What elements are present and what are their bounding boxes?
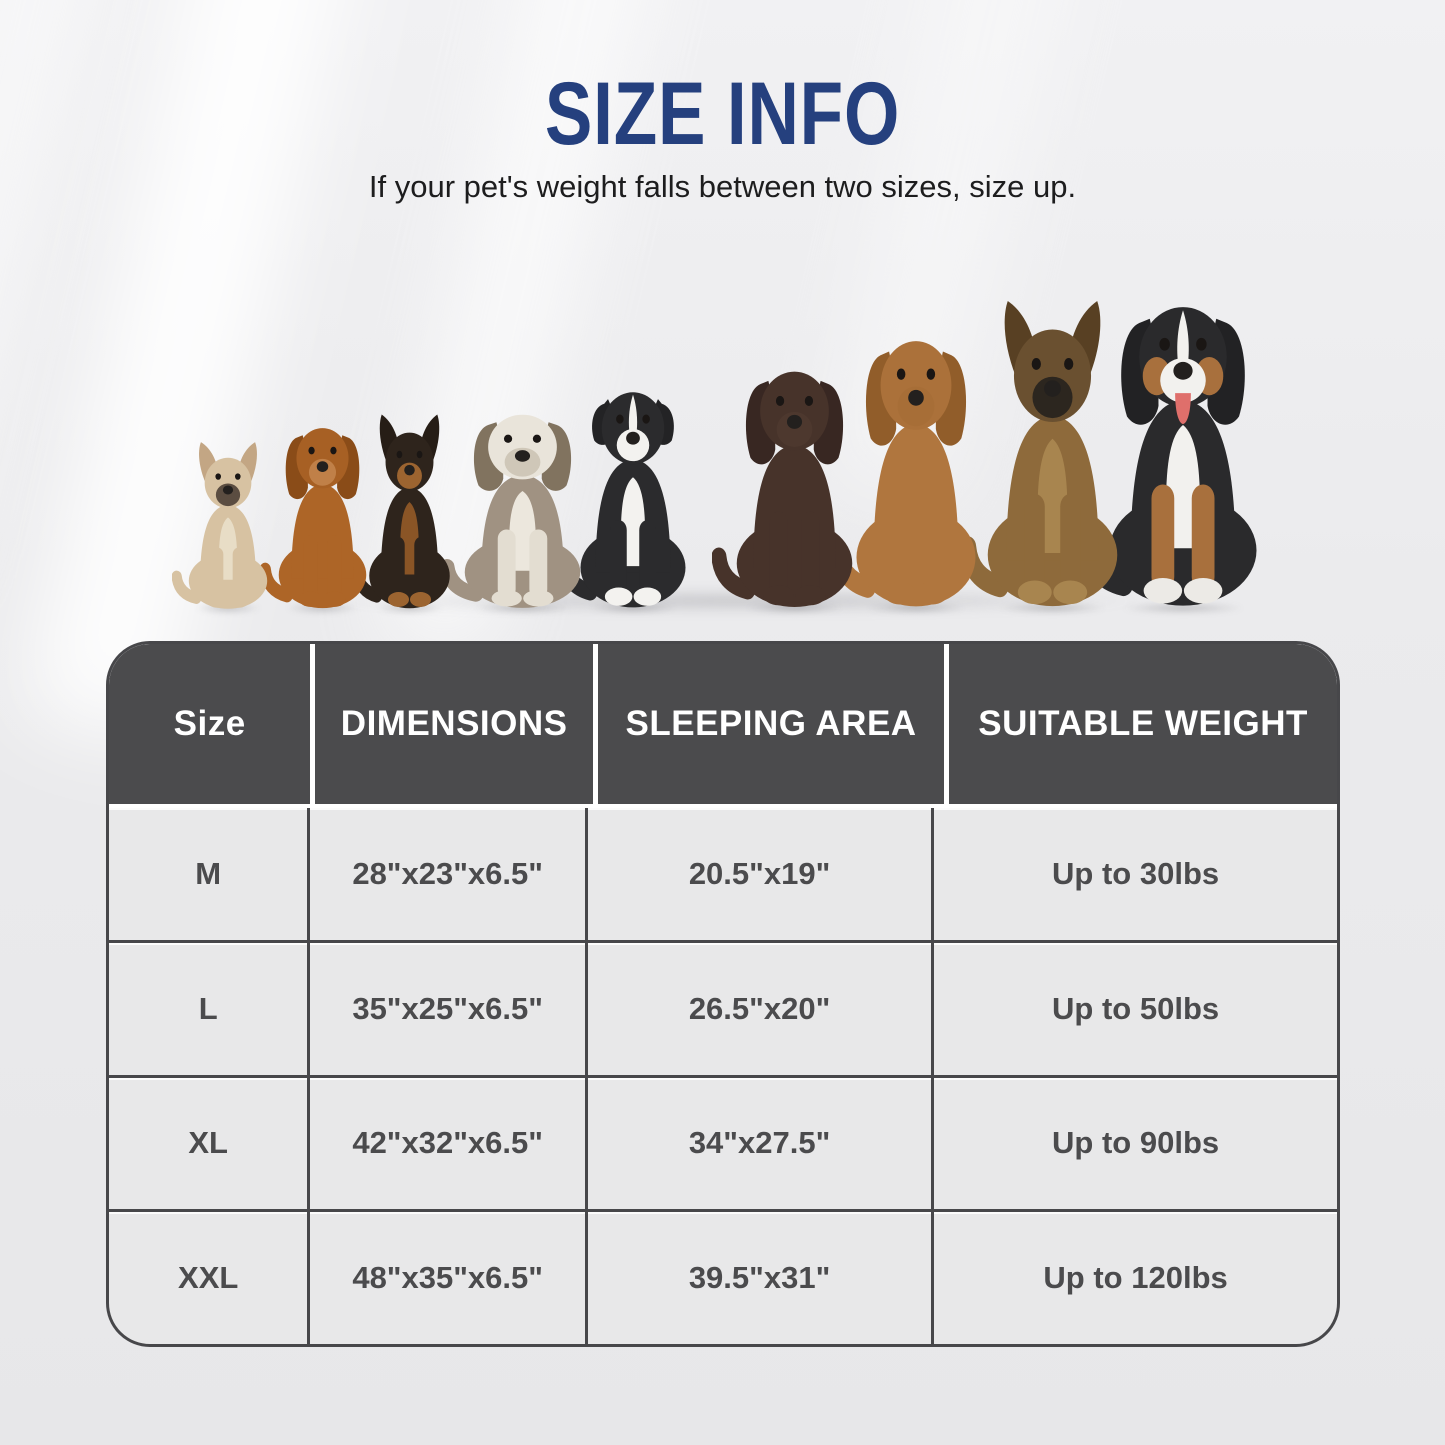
suitable-weight-cell: Up to 30lbs <box>1052 855 1220 891</box>
sleeping-area-cell: 20.5"x19" <box>588 808 935 940</box>
dog-shadow <box>361 600 458 616</box>
sleeping-area-cell: 26.5"x20" <box>588 942 935 1075</box>
dog-english-bulldog <box>440 392 605 616</box>
table-header: Size DIMENSIONS SLEEPING AREA SUITABLE W… <box>109 644 1337 808</box>
dog-cavalier-king-charles-spaniel <box>260 407 385 616</box>
dog-shadow <box>180 600 276 616</box>
dog-german-shepherd <box>960 297 1145 616</box>
dog-shadow <box>725 600 864 616</box>
suitable-weight-cell: Up to 120lbs <box>1043 1260 1228 1296</box>
dog-french-bulldog <box>172 440 284 616</box>
dog-chocolate-labrador <box>712 344 877 616</box>
table-row: L 35"x25"x6.5" 26.5"x20" Up to 50lbs <box>109 939 1337 1075</box>
dimensions-cell: 35"x25"x6.5" <box>310 942 588 1075</box>
header-cell-dimensions: DIMENSIONS <box>315 644 593 804</box>
dog-shadow <box>974 600 1131 616</box>
header-cell-size: Size <box>109 644 311 804</box>
size-table: Size DIMENSIONS SLEEPING AREA SUITABLE W… <box>106 641 1340 1347</box>
header-cell-suitable-weight: SUITABLE WEIGHT <box>949 644 1337 804</box>
dog-vizsla <box>831 310 1001 616</box>
table-body: M 28"x23"x6.5" 20.5"x19" Up to 30lbs L 35"x25… <box>109 808 1337 1344</box>
dog-miniature-pinscher <box>352 412 467 616</box>
table-row: M 28"x23"x6.5" 20.5"x19" Up to 30lbs <box>109 808 1337 940</box>
dog-shadow <box>453 600 592 616</box>
dog-shadow <box>270 600 375 616</box>
ground-shadow <box>165 584 1305 618</box>
sleeping-area-cell: 34"x27.5" <box>588 1077 935 1210</box>
dimensions-cell: 42"x32"x6.5" <box>310 1077 588 1210</box>
page-subtitle: If your pet's weight falls between two s… <box>368 169 1077 204</box>
table-row: XXL 48"x35"x6.5" 39.5"x31" Up to 120lbs <box>109 1209 1337 1344</box>
dog-shadow <box>1094 600 1272 616</box>
sleeping-area-cell: 39.5"x31" <box>588 1212 935 1344</box>
size-cell: M <box>109 808 311 940</box>
header-cell-sleeping-area: SLEEPING AREA <box>597 644 945 804</box>
light-streak <box>0 0 100 601</box>
dog-shadow <box>844 600 988 616</box>
suitable-weight-cell: Up to 90lbs <box>1052 1125 1220 1161</box>
suitable-weight-cell: Up to 50lbs <box>1052 990 1220 1026</box>
dog-border-collie <box>558 367 708 616</box>
size-cell: XXL <box>109 1212 311 1344</box>
page-title: SIZE INFO <box>544 63 901 163</box>
size-cell: L <box>109 942 311 1075</box>
dimensions-cell: 48"x35"x6.5" <box>310 1212 588 1344</box>
size-cell: XL <box>109 1077 311 1210</box>
table-row: XL 42"x32"x6.5" 34"x27.5" Up to 90lbs <box>109 1074 1337 1210</box>
dog-shadow <box>570 600 696 616</box>
dog-bernese-mountain-dog <box>1078 272 1288 616</box>
dimensions-cell: 28"x23"x6.5" <box>310 808 588 940</box>
